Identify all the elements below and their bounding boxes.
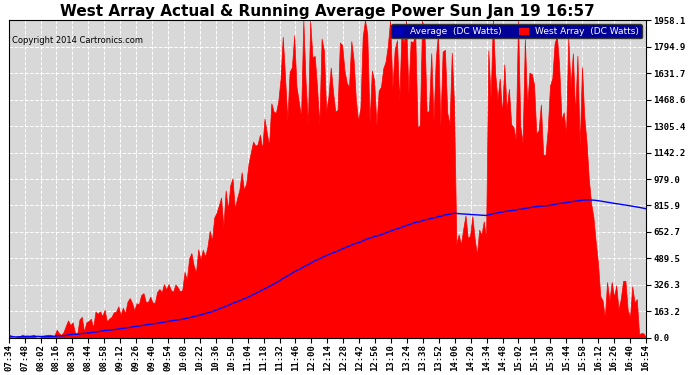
Legend: Average  (DC Watts), West Array  (DC Watts): Average (DC Watts), West Array (DC Watts… bbox=[391, 24, 642, 39]
Title: West Array Actual & Running Average Power Sun Jan 19 16:57: West Array Actual & Running Average Powe… bbox=[60, 4, 595, 19]
Text: Copyright 2014 Cartronics.com: Copyright 2014 Cartronics.com bbox=[12, 36, 143, 45]
